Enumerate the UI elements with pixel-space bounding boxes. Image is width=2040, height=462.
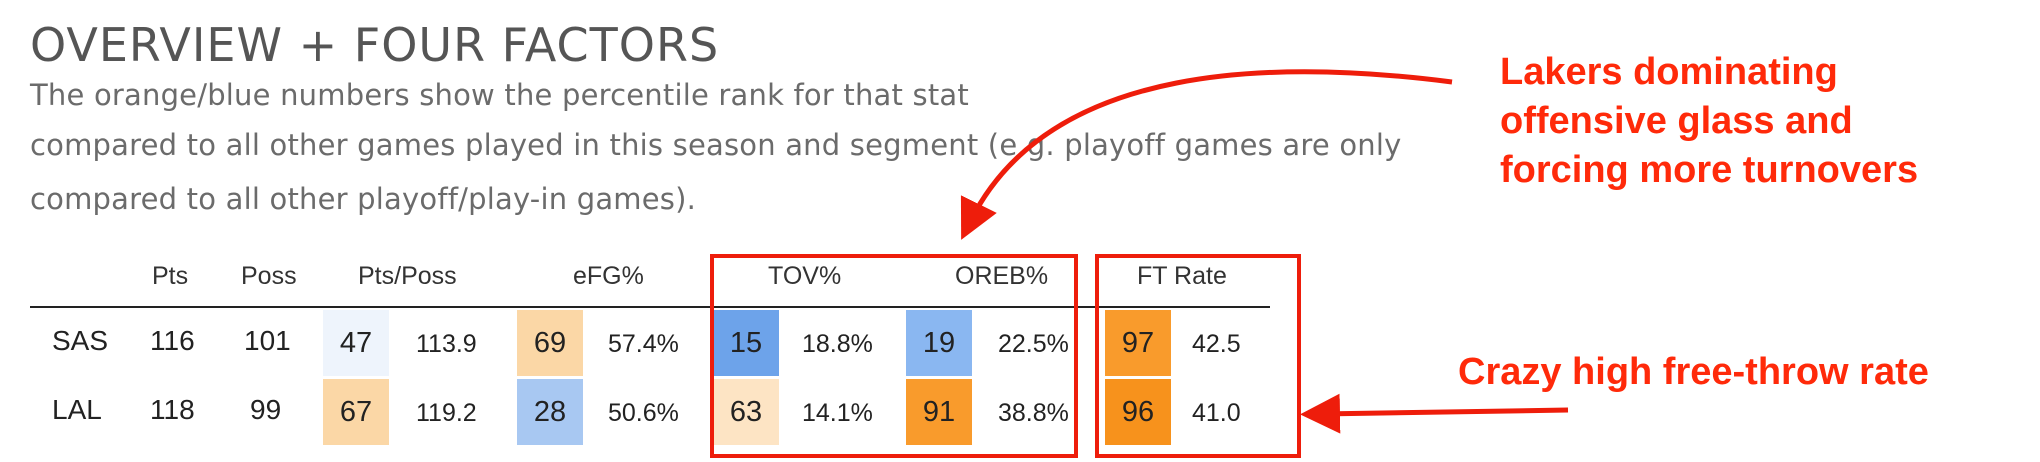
- team-name: LAL: [52, 394, 102, 425]
- tov-value: 14.1%: [802, 399, 873, 427]
- ft-rate-percentile: 96: [1105, 379, 1171, 445]
- col-header-ft-rate: FT Rate: [1137, 262, 1227, 290]
- header-divider: [30, 306, 1270, 308]
- ft-rate-value: 42.5: [1192, 330, 1241, 358]
- annotation-top-line-1: Lakers dominating: [1500, 51, 1838, 93]
- tov-percentile: 63: [713, 379, 779, 445]
- col-header-pts-poss: Pts/Poss: [358, 262, 457, 290]
- pts-poss-percentile: 47: [323, 310, 389, 376]
- poss-value: 99: [250, 394, 282, 425]
- pts-poss-percentile: 67: [323, 379, 389, 445]
- description-line-1: The orange/blue numbers show the percent…: [30, 78, 969, 112]
- annotation-bottom: Crazy high free-throw rate: [1458, 351, 1929, 393]
- col-header-poss: Poss: [241, 262, 297, 290]
- oreb-value: 22.5%: [998, 330, 1069, 358]
- pts-poss-value: 113.9: [416, 330, 477, 358]
- tov-value: 18.8%: [802, 330, 873, 358]
- page-title: OVERVIEW + FOUR FACTORS: [30, 18, 720, 72]
- annotation-top-line-2: offensive glass and: [1500, 100, 1853, 142]
- pts-value: 116: [150, 325, 195, 356]
- poss-value: 101: [244, 325, 291, 356]
- annotation-top: Lakers dominating offensive glass and fo…: [1500, 48, 1918, 195]
- oreb-percentile: 91: [906, 379, 972, 445]
- annotation-top-line-3: forcing more turnovers: [1500, 149, 1919, 191]
- efg-value: 57.4%: [608, 330, 679, 358]
- oreb-value: 38.8%: [998, 399, 1069, 427]
- col-header-tov: TOV%: [768, 262, 842, 290]
- tov-oreb-highlight-box: [710, 254, 1078, 458]
- col-header-oreb: OREB%: [955, 262, 1049, 290]
- description-line-2: compared to all other games played in th…: [30, 128, 1402, 162]
- col-header-efg: eFG%: [573, 262, 644, 290]
- team-name: SAS: [52, 325, 109, 356]
- top-arrow: [960, 69, 1453, 240]
- pts-value: 118: [150, 394, 195, 425]
- oreb-percentile: 19: [906, 310, 972, 376]
- ft-rate-highlight-box: [1095, 254, 1301, 458]
- bottom-arrow: [1300, 393, 1569, 434]
- ft-rate-percentile: 97: [1105, 310, 1171, 376]
- efg-value: 50.6%: [608, 399, 679, 427]
- pts-poss-value: 119.2: [416, 399, 477, 427]
- col-header-pts: Pts: [152, 262, 189, 290]
- tov-percentile: 15: [713, 310, 779, 376]
- description-line-3: compared to all other playoff/play-in ga…: [30, 182, 697, 216]
- efg-percentile: 28: [517, 379, 583, 445]
- ft-rate-value: 41.0: [1192, 399, 1241, 427]
- efg-percentile: 69: [517, 310, 583, 376]
